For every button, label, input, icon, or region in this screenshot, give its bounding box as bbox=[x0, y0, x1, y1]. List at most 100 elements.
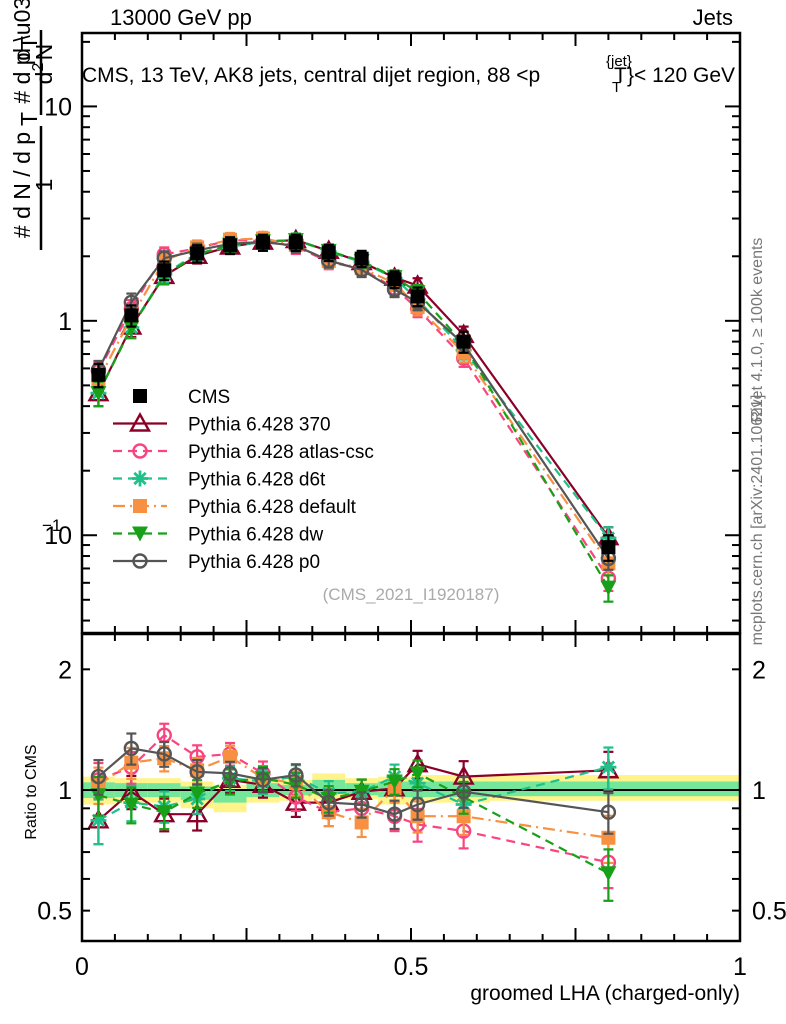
legend-label: Pythia 6.428 p0 bbox=[188, 552, 320, 573]
legend-item-cms[interactable]: CMS bbox=[133, 387, 230, 408]
side-label-mcplots: mcplots.cern.ch [arXiv:2401.10621] bbox=[749, 395, 766, 646]
y-ratio-tick-label-right: 1 bbox=[752, 777, 766, 805]
legend-item-p370[interactable]: Pythia 6.428 370 bbox=[113, 412, 331, 436]
svg-text:N: N bbox=[31, 44, 57, 61]
marker-circle bbox=[353, 796, 370, 813]
marker-circle bbox=[455, 784, 472, 800]
ratio-band-inner bbox=[213, 789, 247, 803]
y-tick-label: 10 bbox=[44, 93, 72, 121]
svg-text:T: T bbox=[16, 36, 42, 50]
legend-item-dw[interactable]: Pythia 6.428 dw bbox=[113, 525, 323, 546]
marker-square bbox=[255, 235, 270, 250]
y-ratio-tick-label-right: 2 bbox=[752, 656, 766, 684]
marker-circle bbox=[222, 765, 238, 782]
header-left: 13000 GeV pp bbox=[110, 5, 252, 30]
marker-circle bbox=[409, 796, 426, 813]
ratio-series-layer bbox=[82, 722, 740, 902]
legend-label: Pythia 6.428 dw bbox=[188, 525, 323, 546]
marker-circle bbox=[123, 740, 140, 757]
legend-label: Pythia 6.428 d6t bbox=[188, 470, 326, 491]
legend-label: CMS bbox=[188, 387, 230, 408]
marker-circle bbox=[386, 806, 403, 822]
side-label-rivet: Rivet 4.1.0, ≥ 100k events bbox=[749, 238, 766, 423]
marker-square bbox=[288, 235, 303, 250]
plot-title-sub: T bbox=[612, 79, 621, 96]
marker-circle bbox=[288, 767, 304, 783]
marker-square bbox=[456, 334, 471, 349]
marker-triangle-down bbox=[600, 866, 617, 882]
x-tick-label: 1 bbox=[733, 953, 747, 981]
analysis-id-watermark: (CMS_2021_I1920187) bbox=[323, 585, 500, 604]
x-tick-label: 0.5 bbox=[394, 953, 429, 981]
page-title: CMS, 13 TeV, AK8 jets, central dijet reg… bbox=[82, 53, 735, 96]
main-series-layer bbox=[87, 228, 620, 603]
ylabel-main: # d N / d p T 1 # d p T d \u03bb d 2 N bbox=[9, 0, 57, 250]
x-tick-label: 0 bbox=[75, 953, 89, 981]
marker-triangle-down bbox=[123, 797, 140, 813]
marker-triangle-down bbox=[386, 774, 403, 790]
marker-star bbox=[601, 760, 616, 774]
marker-triangle-down bbox=[409, 766, 426, 782]
xaxis-title: groomed LHA (charged-only) bbox=[470, 982, 740, 1005]
marker-triangle-down bbox=[156, 805, 173, 821]
marker-circle bbox=[132, 553, 148, 569]
marker-square bbox=[190, 246, 205, 261]
svg-text:d: d bbox=[31, 72, 57, 85]
legend-item-p0[interactable]: Pythia 6.428 p0 bbox=[113, 552, 320, 573]
y-tick-label: 10 bbox=[44, 522, 72, 550]
marker-triangle-down bbox=[132, 526, 148, 542]
marker-square bbox=[133, 499, 147, 513]
y-ratio-tick-label-right: 0.5 bbox=[752, 898, 786, 926]
legend-item-d6t[interactable]: Pythia 6.428 d6t bbox=[113, 470, 326, 491]
axes-layer bbox=[80, 31, 742, 943]
ylabel-ratio: Ratio to CMS bbox=[23, 744, 40, 839]
y-tick-label: 1 bbox=[58, 308, 72, 336]
svg-text:# d p: # d p bbox=[9, 52, 35, 103]
legend-item-atlas_csc[interactable]: Pythia 6.428 atlas-csc bbox=[113, 442, 374, 463]
marker-triangle-down bbox=[90, 386, 107, 402]
y-ratio-tick-label: 2 bbox=[58, 656, 72, 684]
legend-label: Pythia 6.428 atlas-csc bbox=[188, 442, 374, 463]
legend-layer[interactable]: CMS Pythia 6.428 370 Pythia 6.428 atlas-cs… bbox=[113, 387, 374, 573]
marker-square bbox=[354, 251, 369, 266]
marker-square bbox=[124, 308, 139, 323]
svg-text:T: T bbox=[16, 112, 42, 126]
marker-triangle-down bbox=[600, 580, 617, 596]
legend-label: Pythia 6.428 default bbox=[188, 497, 357, 518]
svg-text:# d N / d p: # d N / d p bbox=[9, 132, 35, 238]
marker-square bbox=[387, 272, 402, 287]
marker-circle bbox=[600, 804, 617, 820]
legend-item-default[interactable]: Pythia 6.428 default bbox=[113, 497, 357, 518]
marker-triangle-up bbox=[128, 412, 152, 432]
y-ratio-tick-label: 1 bbox=[58, 777, 72, 805]
marker-square bbox=[601, 540, 616, 555]
marker-square bbox=[223, 749, 238, 764]
marker-square bbox=[91, 367, 106, 382]
ratio-band-inner bbox=[489, 781, 740, 797]
marker-triangle-down bbox=[123, 320, 140, 336]
marker-circle bbox=[132, 443, 148, 459]
svg-text:2: 2 bbox=[30, 62, 47, 71]
marker-star bbox=[133, 471, 147, 486]
y-tick-exponent: −1 bbox=[42, 516, 61, 535]
plot-title-end: }< 120 GeV bbox=[627, 64, 735, 87]
series-p0 bbox=[90, 732, 617, 835]
header-right: Jets bbox=[693, 5, 733, 30]
marker-square bbox=[157, 263, 172, 278]
marker-square bbox=[354, 815, 369, 830]
y-ratio-tick-label: 0.5 bbox=[37, 898, 72, 926]
marker-circle bbox=[189, 764, 205, 780]
marker-triangle-down bbox=[189, 786, 206, 802]
marker-square bbox=[410, 289, 425, 304]
marker-circle bbox=[156, 746, 172, 762]
marker-circle bbox=[255, 772, 271, 788]
marker-circle bbox=[90, 768, 107, 785]
svg-text:d \u03bb: d \u03bb bbox=[9, 0, 35, 61]
marker-square bbox=[133, 389, 147, 403]
plot-title-sup: {jet} bbox=[606, 53, 632, 70]
plot-title-pt: T bbox=[614, 64, 627, 87]
